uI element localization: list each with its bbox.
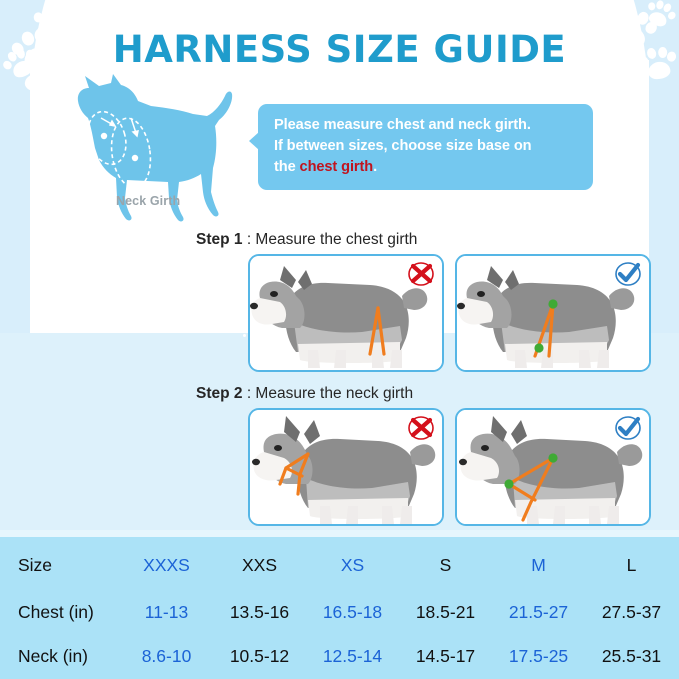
table-cell: M bbox=[531, 554, 546, 575]
table-row-header: Size bbox=[18, 554, 53, 575]
measure-point-marker bbox=[548, 453, 558, 463]
background-band-gap bbox=[0, 530, 679, 537]
callout-line-3-suffix: . bbox=[373, 159, 378, 175]
step-2-number: Step 2 bbox=[196, 385, 243, 402]
correct-mark-icon bbox=[615, 416, 641, 440]
table-cell: XXS bbox=[241, 554, 278, 575]
table-cell: S bbox=[439, 554, 452, 575]
step-2-correct-panel bbox=[455, 408, 651, 526]
wrong-mark-icon bbox=[408, 262, 434, 286]
step-2-panels bbox=[248, 408, 651, 526]
table-cell: 18.5-21 bbox=[415, 601, 476, 622]
dog-photo-neck-correct bbox=[457, 410, 649, 524]
table-cell: 14.5-17 bbox=[415, 645, 476, 666]
table-cell: 10.5-12 bbox=[229, 645, 290, 666]
step-1-correct-panel bbox=[455, 254, 651, 372]
table-cell: 13.5-16 bbox=[229, 601, 290, 622]
callout-highlight: chest girth bbox=[299, 159, 374, 175]
callout-line-2: If between sizes, choose size base on bbox=[274, 138, 532, 154]
table-cell: 25.5-31 bbox=[601, 645, 662, 666]
table-row-header: Chest (in) bbox=[18, 601, 94, 622]
measure-point-marker bbox=[504, 479, 514, 489]
table-cell: 16.5-18 bbox=[322, 601, 383, 622]
measure-point-marker bbox=[534, 343, 544, 353]
table-cell: L bbox=[626, 554, 637, 575]
measure-point-marker bbox=[548, 299, 558, 309]
table-cell: 17.5-25 bbox=[508, 645, 569, 666]
dog-photo-chest-correct bbox=[457, 256, 649, 370]
table-cell: XS bbox=[340, 554, 365, 575]
dog-photo-chest-wrong bbox=[250, 256, 442, 370]
step-2-wrong-panel bbox=[248, 408, 444, 526]
correct-mark-icon bbox=[615, 262, 641, 286]
size-table: Size XXXS XXS XS S M L Chest (in) 11-13 … bbox=[0, 537, 679, 679]
table-row: Size XXXS XXS XS S M L bbox=[0, 543, 679, 587]
neck-girth-label: Neck Girth bbox=[116, 194, 181, 208]
dog-photo-neck-wrong bbox=[250, 410, 442, 524]
table-cell: 21.5-27 bbox=[508, 601, 569, 622]
page-title: HARNESS SIZE GUIDE bbox=[112, 28, 567, 71]
background-band-table bbox=[0, 537, 679, 679]
dog-silhouette-icon bbox=[77, 74, 233, 222]
step-2-label: Step 2 : Measure the neck girth bbox=[196, 385, 413, 403]
step-1-label: Step 1 : Measure the chest girth bbox=[196, 231, 417, 249]
table-cell: 11-13 bbox=[144, 601, 189, 622]
step-1-text: : Measure the chest girth bbox=[242, 231, 418, 248]
table-row: Chest (in) 11-13 13.5-16 16.5-18 18.5-21… bbox=[0, 590, 679, 634]
dog-silhouette-diagram: Neck Girth Chest Girth bbox=[55, 74, 260, 242]
callout-line-1: Please measure chest and neck girth. bbox=[274, 117, 531, 133]
table-cell: 12.5-14 bbox=[322, 645, 383, 666]
wrong-mark-icon bbox=[408, 416, 434, 440]
chest-girth-label: Chest Girth bbox=[126, 227, 198, 242]
measurement-instruction-callout: Please measure chest and neck girth. If … bbox=[249, 104, 593, 190]
table-cell: 8.6-10 bbox=[141, 645, 192, 666]
callout-line-3-prefix: the bbox=[274, 159, 300, 175]
step-1-wrong-panel bbox=[248, 254, 444, 372]
table-cell: 27.5-37 bbox=[601, 601, 662, 622]
table-row: Neck (in) 8.6-10 10.5-12 12.5-14 14.5-17… bbox=[0, 634, 679, 678]
step-1-panels bbox=[248, 254, 651, 372]
table-row-header: Neck (in) bbox=[18, 645, 89, 666]
step-1-number: Step 1 bbox=[196, 231, 243, 248]
step-2-text: : Measure the neck girth bbox=[242, 385, 414, 402]
table-cell: XXXS bbox=[143, 554, 190, 575]
